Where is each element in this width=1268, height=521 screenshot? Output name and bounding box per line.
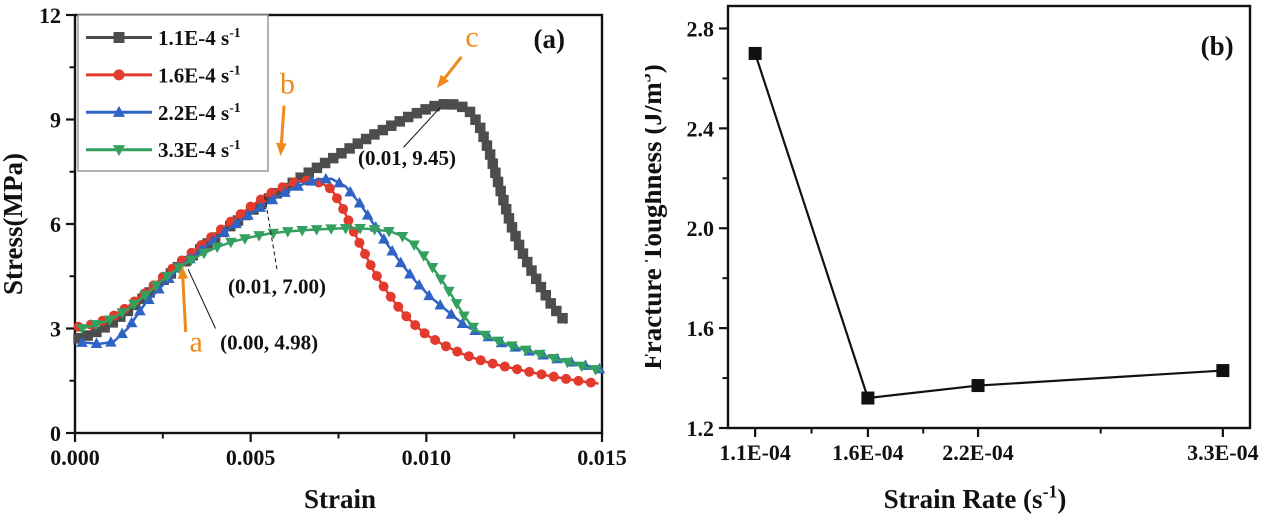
legend: 1.1E-4 s-1 1.6E-4 s-1 2.2E-4 s-1 3.3E-4 s-1 bbox=[77, 14, 269, 172]
legend-entry: 1.6E-4 s-1 bbox=[86, 62, 241, 87]
annotation-letter-c: c bbox=[465, 21, 478, 54]
series-fracture-toughness bbox=[748, 46, 1230, 405]
annotation-text: (0.01, 9.45) bbox=[358, 146, 456, 170]
legend-entry: 2.2E-4 s-1 bbox=[86, 100, 241, 125]
x-tick-label: 0.010 bbox=[402, 445, 452, 470]
y-axis-title: Stress(MPa) bbox=[0, 153, 28, 295]
x-tick-label: 0.005 bbox=[226, 445, 276, 470]
fracture-toughness-chart: 1.1E-04 1.6E-04 2.2E-04 3.3E-04 2.8 2.4 2.0 1.6… bbox=[645, 4, 1259, 514]
y-tick-label: 6 bbox=[50, 212, 61, 237]
x-axis-title: Strain bbox=[304, 484, 376, 514]
y-tick-label: 2.4 bbox=[687, 116, 715, 141]
annotation-b: b bbox=[276, 68, 295, 157]
x-tick-label: 0.015 bbox=[577, 445, 627, 470]
annotation-a: a (0.00, 4.98) bbox=[177, 265, 318, 358]
stress-strain-chart: 0.000 0.005 0.010 0.015 0 3 6 9 12 Strain Stress(M… bbox=[0, 3, 627, 514]
y-tick-label: 1.2 bbox=[687, 416, 715, 441]
y-tick-label: 2.8 bbox=[687, 16, 715, 41]
axes: 0.000 0.005 0.010 0.015 0 3 6 9 12 bbox=[39, 3, 627, 470]
annotation-peak-7: (0.01, 7.00) bbox=[228, 196, 326, 299]
y-tick-label: 2.0 bbox=[687, 216, 715, 241]
annotation-letter-b: b bbox=[280, 68, 295, 101]
x-tick-label: 0.000 bbox=[50, 445, 100, 470]
legend-label: 3.3E-4 s-1 bbox=[158, 137, 241, 162]
y-tick-label: 1.6 bbox=[687, 316, 715, 341]
panel-label: (a) bbox=[534, 24, 565, 54]
legend-label: 2.2E-4 s-1 bbox=[158, 100, 241, 125]
legend-entry: 3.3E-4 s-1 bbox=[86, 137, 241, 162]
y-axis-title: Fracture Toughness (J/m3) bbox=[645, 64, 667, 369]
y-tick-label: 9 bbox=[50, 108, 61, 133]
y-tick-label: 12 bbox=[39, 3, 61, 28]
legend-entry: 1.1E-4 s-1 bbox=[86, 25, 241, 50]
x-tick-label: 1.1E-04 bbox=[719, 440, 791, 465]
annotation-text: (0.00, 4.98) bbox=[220, 330, 318, 354]
y-tick-label: 3 bbox=[50, 317, 61, 342]
x-axis-title: Strain Rate (s-1) bbox=[884, 482, 1067, 514]
x-tick-label: 1.6E-04 bbox=[832, 440, 904, 465]
plot-frame bbox=[726, 4, 1252, 430]
x-tick-label: 2.2E-04 bbox=[942, 440, 1014, 465]
annotation-letter-a: a bbox=[190, 325, 203, 358]
legend-label: 1.6E-4 s-1 bbox=[158, 62, 241, 87]
series-3.3E-4-s bbox=[76, 223, 603, 376]
annotation-c: c (0.01, 9.45) bbox=[358, 21, 479, 170]
panel-label: (b) bbox=[1201, 31, 1234, 61]
annotation-text: (0.01, 7.00) bbox=[228, 275, 326, 299]
y-tick-label: 0 bbox=[50, 421, 61, 446]
axes: 1.1E-04 1.6E-04 2.2E-04 3.3E-04 2.8 2.4 2.0 1.6… bbox=[687, 16, 1259, 465]
x-tick-label: 3.3E-04 bbox=[1187, 440, 1259, 465]
legend-label: 1.1E-4 s-1 bbox=[158, 25, 241, 50]
